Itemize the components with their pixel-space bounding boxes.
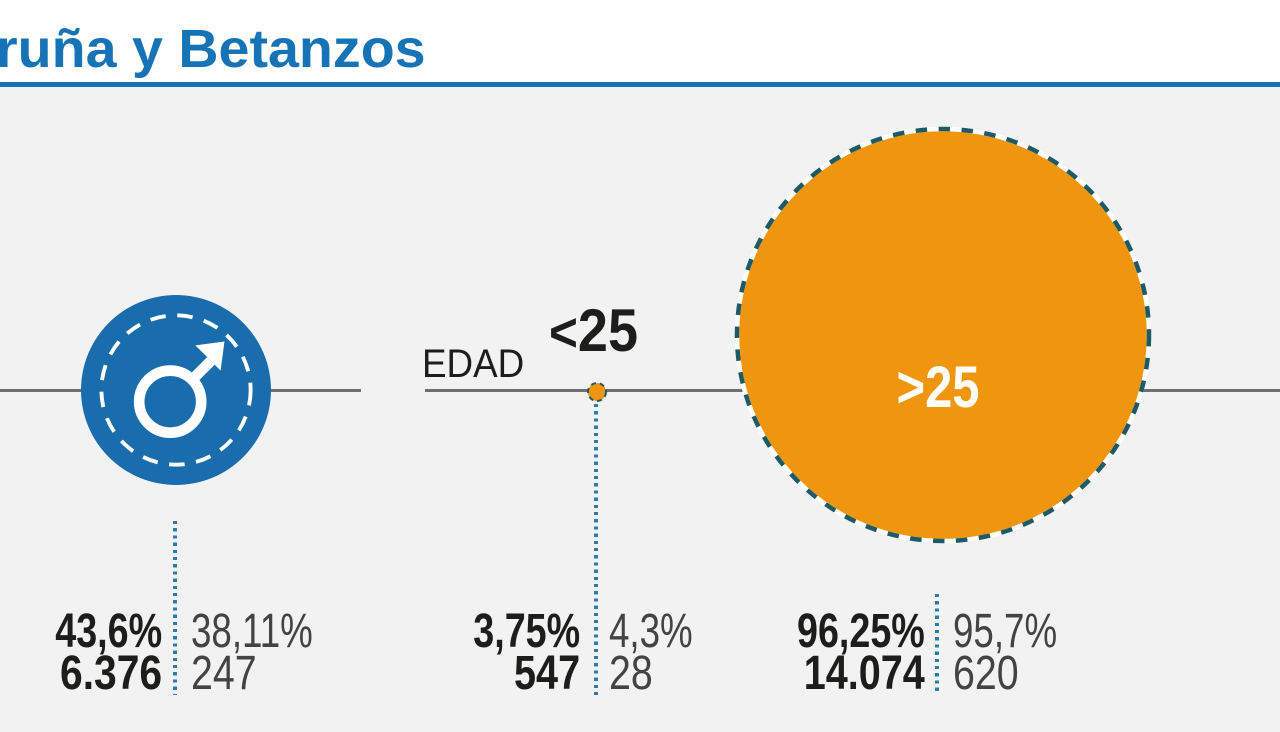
svg-text:>25: >25 — [897, 355, 980, 420]
